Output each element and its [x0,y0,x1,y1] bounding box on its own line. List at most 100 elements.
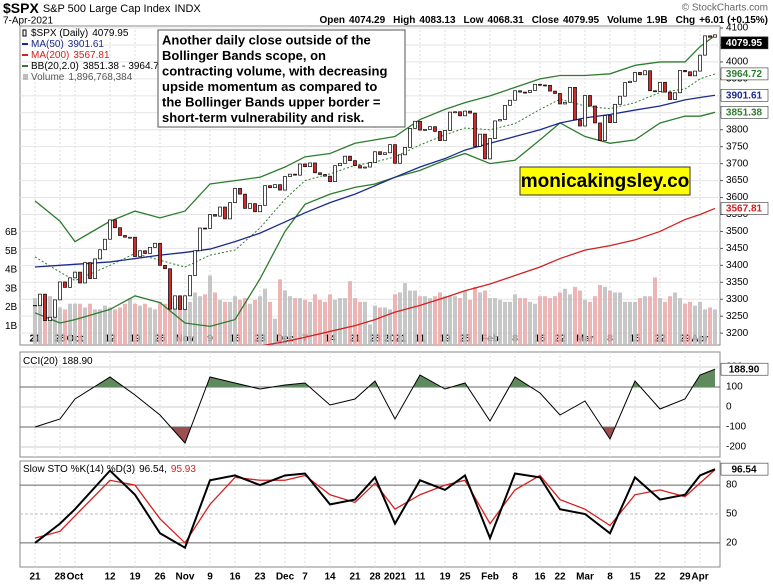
candle-body [658,81,662,92]
volume-bar [133,303,137,345]
legend-name: BB(20,2.0) [31,61,79,72]
volume-bar [638,298,642,345]
volume-bar [88,303,92,345]
exchange: INDX [174,3,201,15]
volume-bar [243,298,247,345]
volume-bar [208,275,212,345]
candle-body [553,90,557,94]
candle-body [638,72,642,76]
value-box [720,36,769,50]
candle-body [318,172,322,175]
volume-bar [418,296,422,345]
candle-body [478,133,482,147]
y2-tick-label: 3B [5,283,18,294]
candle-body [708,35,712,38]
x-tick-label: Oct [67,572,84,583]
quote: Open 4074.29 High 4083.13 Low 4068.31 Close 407… [319,15,768,26]
volume-bar [93,309,97,345]
candle-body [158,242,162,266]
legend-name: CCI(20) [23,356,58,367]
volume-bar [633,301,637,345]
legend-icon [22,29,27,37]
candle-body [398,154,402,164]
x-tick-label: 22 [554,572,566,583]
volume-bar [613,292,617,345]
candle-body [393,144,397,164]
candle-body [693,70,697,77]
candle-body [613,103,617,123]
candle-body [38,293,42,307]
volume-bar [333,299,337,345]
volume-bar [653,277,657,345]
candle-body [648,70,652,92]
legend-name: MA(50) [31,39,64,50]
candle-body [183,295,187,310]
candle-body [313,162,317,174]
candle-body [583,95,587,127]
volume-bar [268,301,272,345]
volume-bar [508,301,512,345]
volume-bar [233,296,237,345]
volume-bar [658,298,662,345]
candle-body [198,227,202,252]
candle-body [408,128,412,148]
volume-bar [688,301,692,345]
volume-bar [248,303,252,345]
candle-body [528,90,532,93]
volume-bar [548,298,552,345]
value-box [720,67,769,81]
candle-body [108,219,112,240]
candle-body [713,34,717,38]
value-box-label: 96.54 [731,464,756,475]
candle-body [288,173,292,177]
volume-bar [408,290,412,345]
volume-bar [318,299,322,345]
volume-bar [468,299,472,345]
volume-bar [363,301,367,345]
volume-bar [568,294,572,345]
header-title: $SPX S&P 500 Large Cap Index INDX [3,0,201,16]
legend-value: 188.90 [62,356,93,367]
candle-body [88,262,92,279]
candle-body [253,203,257,213]
candle-body [218,206,222,217]
candle-body [358,165,362,169]
volume-bar [203,294,207,345]
candle-body [93,258,97,279]
cci-line [34,368,716,444]
volume-bar [323,301,327,345]
volume-bar [483,290,487,345]
candle-body [148,247,152,254]
volume-bar [518,298,522,345]
volume-bar [383,307,387,345]
candle-body [238,188,242,195]
y-tick-label: 3500 [726,226,749,237]
y2-tick-label: 6B [5,227,18,238]
volume-bar [348,281,352,345]
candle-body [563,101,567,105]
candle-body [68,277,72,288]
candle-body [603,115,607,141]
quote-label: Low [464,15,484,26]
volume-bar [423,296,427,345]
volume-bar [618,292,622,345]
candle-body [388,144,392,154]
volume-bar [143,303,147,345]
candle-body [78,271,82,284]
volume-bar [608,290,612,345]
volume-bar [573,286,577,345]
volume-bar [558,292,562,345]
candle-body [698,54,702,72]
quote-value: 4083.13 [419,15,456,26]
y2-tick-label: 5B [5,246,18,257]
volume-bar [198,296,202,345]
y-tick-label: 3800 [726,124,749,135]
quote-label: Close [532,15,560,26]
volume-bar [473,286,477,345]
quote-label: High [393,15,415,26]
candle-body [483,133,487,160]
symbol: $SPX [3,0,39,16]
legend-value: 1,896,768,384 [68,72,132,83]
candle-body [103,238,107,251]
volume-bar [298,298,302,345]
